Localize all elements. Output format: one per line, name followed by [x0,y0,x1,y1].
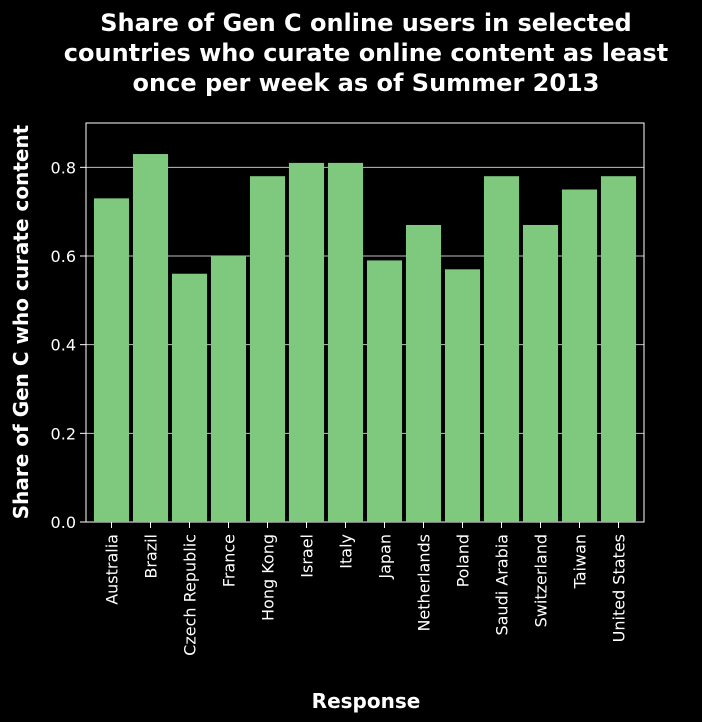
x-tick-label: United States [610,534,629,642]
y-tick-label: 0.0 [51,513,76,532]
x-tick-label: Japan [376,534,395,580]
x-tick-label: Australia [103,534,122,605]
bar-netherlands [405,224,442,522]
x-tick-label: France [220,534,239,587]
bars [93,154,637,522]
x-tick-label: Israel [298,534,317,578]
x-tick-label: Saudi Arabia [493,534,512,636]
bar-hong-kong [249,176,286,522]
y-tick-label: 0.6 [51,247,76,266]
bar-australia [93,198,130,522]
bar-poland [444,269,481,522]
x-tick-label: Poland [454,534,473,587]
bar-brazil [132,154,169,522]
chart-title-line-1: Share of Gen C online users in selected [100,9,631,37]
x-tick-label: Brazil [142,534,161,579]
x-tick-label: Czech Republic [181,534,200,656]
x-axis-ticks: Australia Brazil Czech Republic France Hong … [103,522,629,656]
y-axis-label: Share of Gen C who curate content [9,124,33,519]
chart-title-line-2: countries who curate online content as l… [64,39,668,67]
plot-area [85,122,645,523]
bar-taiwan [561,189,598,522]
bar-japan [366,260,403,522]
bar-france [210,256,247,522]
x-tick-label: Switzerland [532,534,551,627]
y-tick-label: 0.2 [51,424,76,443]
chart-title-line-3: once per week as of Summer 2013 [133,69,600,97]
x-tick-label: Netherlands [415,534,434,632]
y-tick-label: 0.8 [51,158,76,177]
x-tick-label: Taiwan [571,534,590,589]
x-axis-label: Response [312,689,421,713]
bar-saudi-arabia [483,176,520,522]
bar-czech-republic [171,273,208,522]
bar-switzerland [522,224,559,522]
x-tick-label: Italy [337,534,356,569]
x-tick-label: Hong Kong [259,534,278,621]
bar-israel [288,162,325,522]
bar-italy [327,162,364,522]
bar-united-states [600,176,637,522]
y-axis-ticks: 0.0 0.2 0.4 0.6 0.8 [51,158,86,532]
y-tick-label: 0.4 [51,336,76,355]
